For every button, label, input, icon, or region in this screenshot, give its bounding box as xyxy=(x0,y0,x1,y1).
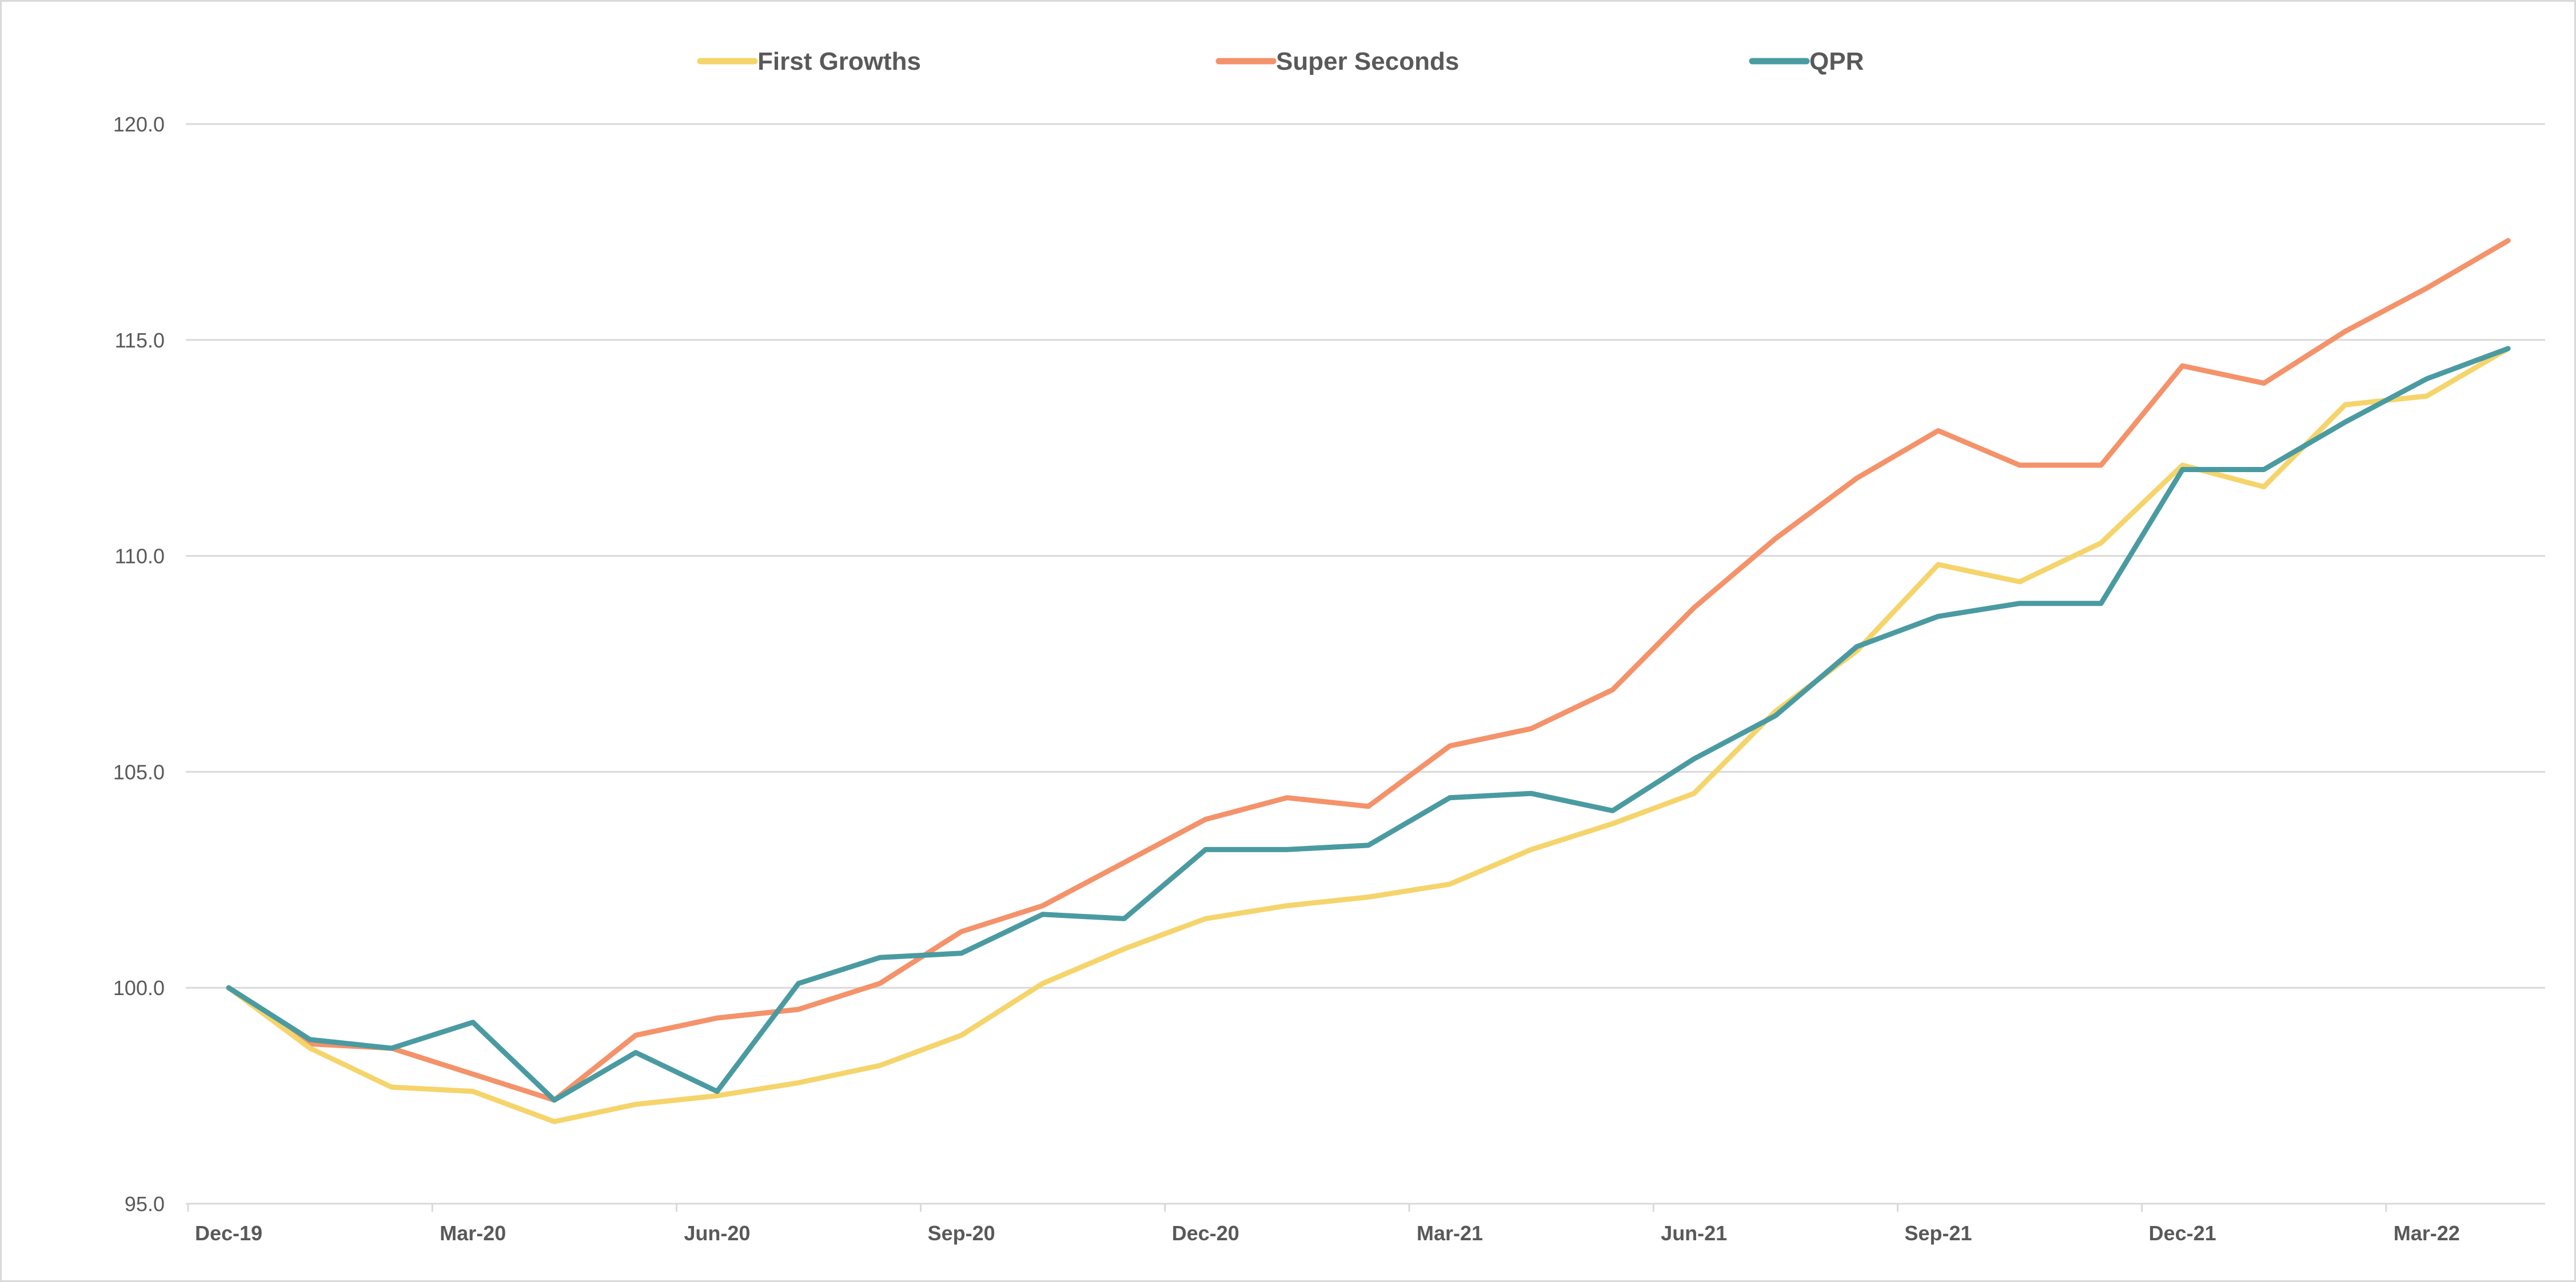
series-line-super-seconds xyxy=(226,238,2511,1103)
series-line-qpr xyxy=(226,346,2511,1103)
x-tick-label: Mar-20 xyxy=(440,1221,506,1245)
x-tick-label: Mar-22 xyxy=(2394,1221,2460,1245)
legend-label-qpr: QPR xyxy=(1809,47,1864,75)
legend-label-first-growths: First Growths xyxy=(757,47,921,75)
y-tick-label: 115.0 xyxy=(115,329,165,352)
x-tick-label: Dec-21 xyxy=(2149,1221,2216,1245)
x-tick-label: Sep-21 xyxy=(1904,1221,1972,1245)
series-lines xyxy=(226,238,2511,1124)
y-tick-label: 100.0 xyxy=(113,976,165,1000)
y-tick-label: 110.0 xyxy=(115,545,165,568)
x-tick-label: Sep-20 xyxy=(928,1221,995,1245)
x-axis xyxy=(186,1203,2545,1212)
x-axis-ticks: Dec-19 Mar-20 Jun-20 Sep-20 Dec-20 Mar-21 Jun-… xyxy=(195,1221,2460,1245)
x-tick-label: Mar-21 xyxy=(1417,1221,1483,1245)
y-tick-label: 120.0 xyxy=(113,113,165,136)
x-tick-label: Jun-20 xyxy=(684,1221,750,1245)
y-axis-ticks: 95.0 100.0 105.0 110.0 115.0 120.0 xyxy=(113,113,165,1216)
x-tick-label: Dec-19 xyxy=(195,1221,262,1245)
grid xyxy=(186,123,2545,989)
legend-label-super-seconds: Super Seconds xyxy=(1276,47,1459,75)
x-tick-label: Jun-21 xyxy=(1661,1221,1727,1245)
series-line-first-growths xyxy=(226,346,2511,1124)
legend: First Growths Super Seconds QPR xyxy=(697,47,1864,75)
x-tick-label: Dec-20 xyxy=(1172,1221,1239,1245)
y-tick-label: 105.0 xyxy=(113,760,165,784)
y-tick-label: 95.0 xyxy=(125,1192,165,1216)
